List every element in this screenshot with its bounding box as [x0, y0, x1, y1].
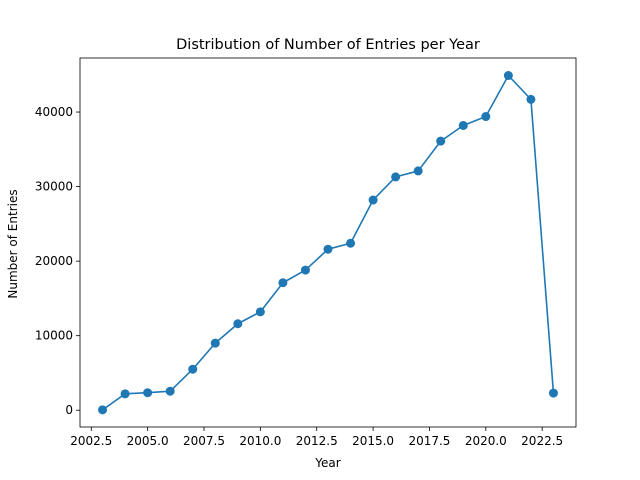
data-point [278, 278, 288, 288]
data-point [143, 388, 153, 398]
data-point [481, 112, 491, 122]
x-tick-label: 2020.0 [465, 434, 507, 448]
data-point [413, 166, 423, 176]
x-axis-label: Year [314, 456, 340, 470]
axes-frame [79, 57, 577, 428]
data-point [391, 172, 401, 182]
data-point [436, 136, 446, 146]
chart-title: Distribution of Number of Entries per Ye… [176, 37, 480, 53]
x-tick-label: 2022.5 [521, 434, 563, 448]
x-tick-label: 2002.5 [70, 434, 112, 448]
data-point [210, 338, 220, 348]
data-point [300, 265, 310, 275]
data-point [120, 389, 130, 399]
x-tick-label: 2005.0 [127, 434, 169, 448]
data-point [368, 195, 378, 205]
data-point [548, 388, 558, 398]
data-point [346, 238, 356, 248]
data-point [233, 319, 243, 329]
x-tick-label: 2010.0 [239, 434, 281, 448]
x-tick-label: 2015.0 [352, 434, 394, 448]
data-point [98, 405, 108, 415]
plot-area: 2002.5 2005.0 2007.5 2010.0 2012.5 2015.0 2017… [35, 57, 577, 448]
data-point [255, 307, 265, 317]
data-point [165, 386, 175, 396]
y-axis-label: Number of Entries [6, 189, 20, 298]
x-tick-label: 2012.5 [296, 434, 338, 448]
data-point [458, 120, 468, 130]
x-tick-label: 2017.5 [408, 434, 450, 448]
y-tick-label: 30000 [35, 180, 73, 194]
y-tick-label: 20000 [35, 254, 73, 268]
data-point [323, 244, 333, 254]
data-point [526, 94, 536, 104]
data-point [188, 364, 198, 374]
y-tick-label: 40000 [35, 105, 73, 119]
series-line [102, 74, 555, 411]
data-point [503, 71, 513, 81]
y-tick-label: 0 [65, 403, 73, 417]
y-tick-label: 10000 [35, 329, 73, 343]
x-tick-label: 2007.5 [183, 434, 225, 448]
